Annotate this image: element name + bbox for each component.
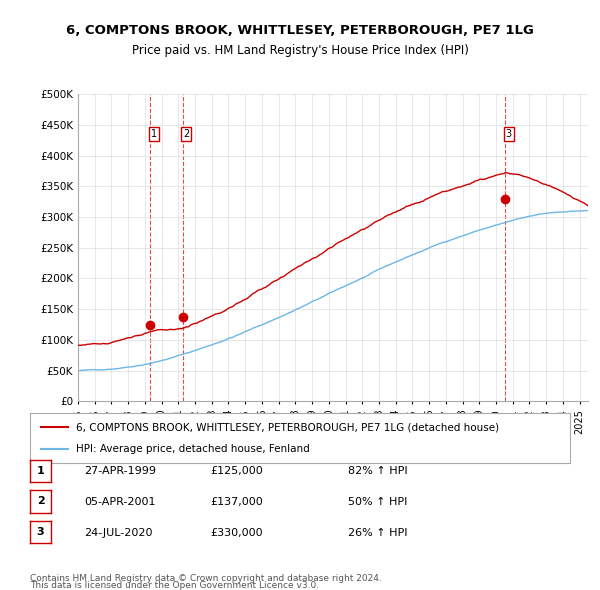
Text: 27-APR-1999: 27-APR-1999 [84, 467, 156, 476]
Text: £137,000: £137,000 [210, 497, 263, 507]
Text: 6, COMPTONS BROOK, WHITTLESEY, PETERBOROUGH, PE7 1LG: 6, COMPTONS BROOK, WHITTLESEY, PETERBORO… [66, 24, 534, 37]
Text: 6, COMPTONS BROOK, WHITTLESEY, PETERBOROUGH, PE7 1LG (detached house): 6, COMPTONS BROOK, WHITTLESEY, PETERBORO… [76, 422, 499, 432]
Text: 3: 3 [506, 129, 512, 139]
Text: 1: 1 [151, 129, 157, 139]
Text: 24-JUL-2020: 24-JUL-2020 [84, 528, 152, 537]
Text: Price paid vs. HM Land Registry's House Price Index (HPI): Price paid vs. HM Land Registry's House … [131, 44, 469, 57]
Text: 2: 2 [183, 129, 190, 139]
Text: 2: 2 [37, 497, 44, 506]
Text: 1: 1 [37, 466, 44, 476]
Text: £330,000: £330,000 [210, 528, 263, 537]
Text: 3: 3 [37, 527, 44, 537]
Text: 50% ↑ HPI: 50% ↑ HPI [348, 497, 407, 507]
Text: This data is licensed under the Open Government Licence v3.0.: This data is licensed under the Open Gov… [30, 581, 319, 590]
Text: HPI: Average price, detached house, Fenland: HPI: Average price, detached house, Fenl… [76, 444, 310, 454]
Text: 05-APR-2001: 05-APR-2001 [84, 497, 155, 507]
Text: 82% ↑ HPI: 82% ↑ HPI [348, 467, 407, 476]
Text: Contains HM Land Registry data © Crown copyright and database right 2024.: Contains HM Land Registry data © Crown c… [30, 574, 382, 583]
Text: £125,000: £125,000 [210, 467, 263, 476]
Text: 26% ↑ HPI: 26% ↑ HPI [348, 528, 407, 537]
